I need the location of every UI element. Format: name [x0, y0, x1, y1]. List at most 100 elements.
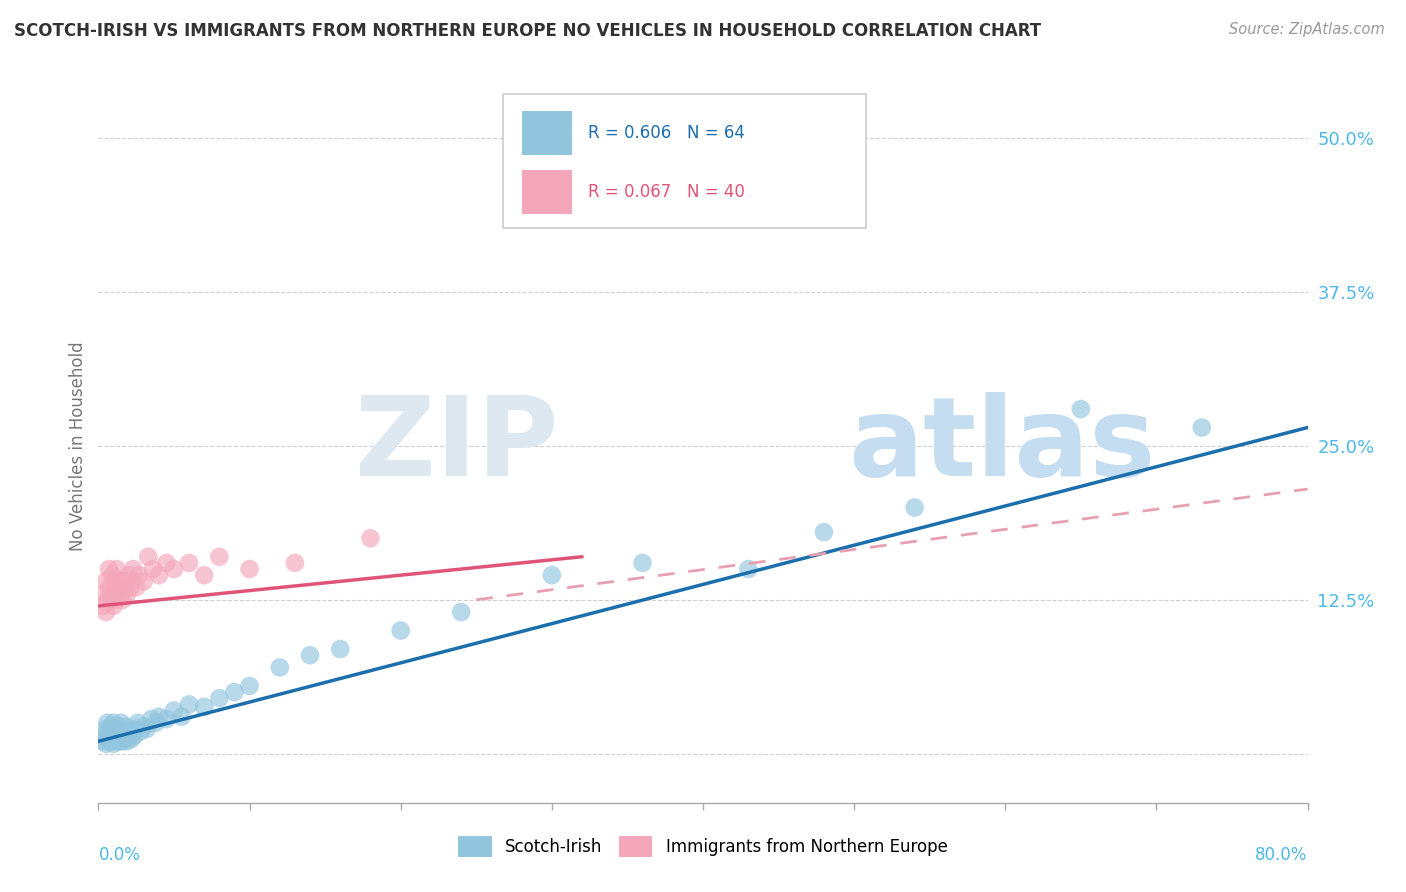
Point	[105, 592, 128, 607]
Point	[127, 715, 149, 730]
Point	[111, 724, 134, 739]
Point	[269, 660, 291, 674]
Point	[118, 568, 141, 582]
Point	[93, 587, 115, 601]
Point	[107, 719, 129, 733]
Point	[141, 712, 163, 726]
Point	[101, 722, 124, 736]
Point	[94, 605, 117, 619]
Point	[163, 562, 186, 576]
Text: 0.0%: 0.0%	[98, 846, 141, 863]
Point	[108, 574, 131, 589]
Text: R = 0.067   N = 40: R = 0.067 N = 40	[588, 183, 745, 201]
Point	[105, 724, 128, 739]
Point	[128, 568, 150, 582]
Point	[105, 734, 128, 748]
Point	[155, 556, 177, 570]
Point	[239, 562, 262, 576]
Point	[101, 568, 124, 582]
Point	[91, 734, 114, 748]
Point	[132, 574, 155, 589]
Point	[115, 734, 138, 748]
Point	[1191, 420, 1213, 434]
Point	[114, 719, 136, 733]
Point	[122, 724, 145, 739]
Point	[450, 605, 472, 619]
Point	[98, 724, 121, 739]
FancyBboxPatch shape	[522, 111, 572, 155]
Point	[98, 581, 121, 595]
Legend: Scotch-Irish, Immigrants from Northern Europe: Scotch-Irish, Immigrants from Northern E…	[451, 830, 955, 863]
Y-axis label: No Vehicles in Household: No Vehicles in Household	[69, 341, 87, 551]
Point	[94, 737, 117, 751]
Point	[1070, 402, 1092, 417]
Point	[94, 574, 117, 589]
Point	[121, 574, 143, 589]
Point	[108, 722, 131, 736]
Point	[208, 691, 231, 706]
Point	[96, 592, 118, 607]
Point	[125, 581, 148, 595]
Text: R = 0.606   N = 64: R = 0.606 N = 64	[588, 124, 745, 142]
Text: atlas: atlas	[848, 392, 1156, 500]
Point	[142, 562, 165, 576]
Text: SCOTCH-IRISH VS IMMIGRANTS FROM NORTHERN EUROPE NO VEHICLES IN HOUSEHOLD CORRELA: SCOTCH-IRISH VS IMMIGRANTS FROM NORTHERN…	[14, 22, 1042, 40]
Point	[299, 648, 322, 662]
Point	[121, 731, 143, 746]
Point	[125, 722, 148, 736]
Point	[110, 587, 132, 601]
Point	[904, 500, 927, 515]
Point	[91, 599, 114, 613]
Point	[101, 587, 124, 601]
Point	[329, 642, 352, 657]
Point	[193, 568, 215, 582]
Point	[100, 592, 122, 607]
Point	[111, 734, 134, 748]
Point	[107, 581, 129, 595]
Point	[118, 728, 141, 742]
Point	[110, 715, 132, 730]
Point	[145, 715, 167, 730]
FancyBboxPatch shape	[503, 95, 866, 228]
Text: ZIP: ZIP	[354, 392, 558, 500]
Point	[103, 599, 125, 613]
Point	[737, 562, 759, 576]
Point	[136, 549, 159, 564]
Point	[93, 728, 115, 742]
Point	[148, 568, 170, 582]
Point	[112, 728, 135, 742]
Point	[132, 719, 155, 733]
Point	[104, 722, 127, 736]
Point	[208, 549, 231, 564]
Point	[631, 556, 654, 570]
Point	[98, 562, 121, 576]
Point	[193, 699, 215, 714]
Point	[155, 712, 177, 726]
Point	[107, 728, 129, 742]
Point	[112, 574, 135, 589]
Point	[284, 556, 307, 570]
Point	[115, 587, 138, 601]
Point	[163, 704, 186, 718]
Point	[108, 734, 131, 748]
Point	[170, 709, 193, 723]
Point	[103, 574, 125, 589]
Point	[103, 728, 125, 742]
Point	[114, 731, 136, 746]
Point	[110, 731, 132, 746]
Point	[239, 679, 262, 693]
Point	[148, 709, 170, 723]
Point	[100, 728, 122, 742]
FancyBboxPatch shape	[522, 169, 572, 214]
Point	[120, 581, 142, 595]
Point	[114, 581, 136, 595]
Point	[179, 556, 201, 570]
Point	[104, 587, 127, 601]
Point	[96, 731, 118, 746]
Point	[100, 719, 122, 733]
Point	[101, 734, 124, 748]
Point	[179, 698, 201, 712]
Point	[103, 715, 125, 730]
Point	[122, 562, 145, 576]
Point	[105, 562, 128, 576]
